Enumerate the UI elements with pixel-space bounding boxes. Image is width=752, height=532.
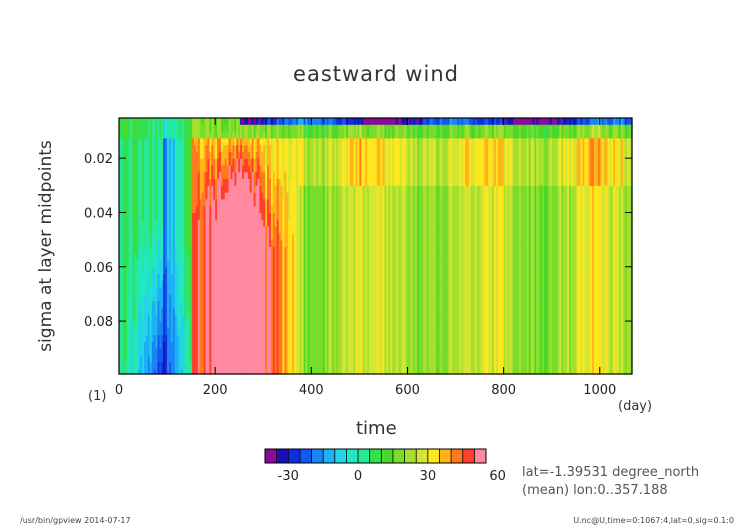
x-tick-label: 0 xyxy=(115,383,123,398)
y-tick-label: 0.04 xyxy=(84,206,113,221)
colorbar-tick-label: 60 xyxy=(489,469,506,484)
colorbar-swatch xyxy=(416,449,429,463)
x-tick-label: 200 xyxy=(203,383,228,398)
colorbar-swatch xyxy=(323,449,336,463)
heatmap-field xyxy=(119,118,633,375)
y-axis-label: sigma at layer midpoints xyxy=(36,140,56,352)
y-axis: 0.02 0.04 0.06 0.08 xyxy=(84,152,632,330)
footer-right: U.nc@U,time=0:1067:4,lat=0,sig=0.1:0 xyxy=(573,516,734,525)
colorbar-swatch xyxy=(288,449,301,463)
x-tick-label: 400 xyxy=(299,383,324,398)
colorbar-swatch xyxy=(462,449,475,463)
colorbar-swatch xyxy=(404,449,417,463)
y-tick-label: 0.02 xyxy=(84,152,113,167)
plot-frame xyxy=(118,117,633,375)
y-tick-label: 0.08 xyxy=(84,315,113,330)
x-tick-label: 800 xyxy=(491,383,516,398)
colorbar-swatch xyxy=(334,449,347,463)
x-tick-label: 600 xyxy=(395,383,420,398)
colorbar-swatch xyxy=(311,449,324,463)
colorbar-swatch xyxy=(427,449,440,463)
chart-title: eastward wind xyxy=(293,62,459,86)
colorbar-swatch xyxy=(346,449,359,463)
colorbar-swatch xyxy=(299,449,312,463)
colorbar-tick-label: 30 xyxy=(420,469,437,484)
colorbar-swatch xyxy=(265,449,278,463)
y-unit-label: (1) xyxy=(88,389,107,404)
x-unit-label: (day) xyxy=(618,399,653,414)
mean-annotation: (mean) lon:0..357.188 xyxy=(522,483,668,498)
y-tick-label: 0.06 xyxy=(84,261,113,276)
colorbar-swatch xyxy=(439,449,452,463)
colorbar-swatch xyxy=(451,449,464,463)
colorbar-swatch xyxy=(276,449,289,463)
colorbar-swatch xyxy=(392,449,405,463)
lat-annotation: lat=-1.39531 degree_north xyxy=(522,465,700,480)
colorbar-tick-label: -30 xyxy=(278,469,299,484)
x-tick-label: 1000 xyxy=(583,383,616,398)
x-axis-label: time xyxy=(356,418,397,439)
colorbar-swatch xyxy=(369,449,382,463)
colorbar: -30 0 30 60 xyxy=(264,448,506,484)
colorbar-swatch xyxy=(381,449,394,463)
footer-left: /usr/bin/gpview 2014-07-17 xyxy=(20,516,131,525)
colorbar-swatch xyxy=(358,449,371,463)
x-axis: 0 200 400 600 800 1000 xyxy=(115,118,616,398)
colorbar-swatch xyxy=(474,449,487,463)
colorbar-tick-label: 0 xyxy=(354,469,362,484)
